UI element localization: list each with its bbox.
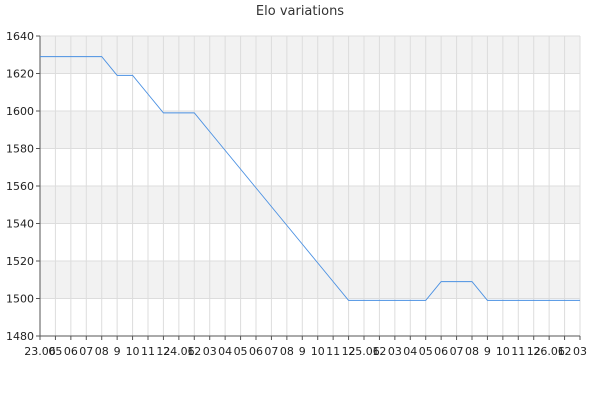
y-tick-label: 1500 xyxy=(6,293,34,306)
x-tick-label: 11 xyxy=(141,345,155,358)
x-tick-label: 06 xyxy=(64,345,78,358)
x-tick-label: 12 xyxy=(156,345,170,358)
x-tick-label: 08 xyxy=(465,345,479,358)
x-tick-label: 12 xyxy=(527,345,541,358)
x-tick-label: 05 xyxy=(234,345,248,358)
x-tick-label: 12 xyxy=(342,345,356,358)
x-tick-label: 04 xyxy=(403,345,417,358)
x-tick-label: 9 xyxy=(114,345,121,358)
y-tick-label: 1520 xyxy=(6,255,34,268)
y-tick-label: 1600 xyxy=(6,105,34,118)
grid-band xyxy=(40,186,580,224)
x-tick-label: 05 xyxy=(419,345,433,358)
x-tick-label: 26.06 xyxy=(533,345,565,358)
x-tick-label: 23.06 xyxy=(24,345,56,358)
x-tick-label: 06 xyxy=(434,345,448,358)
x-tick-label: 12 xyxy=(372,345,386,358)
x-tick-label: 9 xyxy=(484,345,491,358)
y-tick-label: 1580 xyxy=(6,143,34,156)
y-tick-label: 1540 xyxy=(6,218,34,231)
x-tick-label: 11 xyxy=(511,345,525,358)
x-tick-label: 07 xyxy=(264,345,278,358)
x-tick-label: 10 xyxy=(496,345,510,358)
y-tick-label: 1620 xyxy=(6,68,34,81)
x-tick-label: 08 xyxy=(280,345,294,358)
x-tick-label: 05 xyxy=(48,345,62,358)
x-tick-label: 12 xyxy=(187,345,201,358)
x-tick-label: 07 xyxy=(450,345,464,358)
x-tick-label: 12 xyxy=(558,345,572,358)
x-tick-label: 04 xyxy=(218,345,232,358)
y-tick-label: 1560 xyxy=(6,180,34,193)
x-tick-label: 24.06 xyxy=(163,345,195,358)
grid-band xyxy=(40,261,580,299)
chart-title: Elo variations xyxy=(255,4,345,19)
x-tick-label: 10 xyxy=(126,345,140,358)
x-tick-label: 9 xyxy=(299,345,306,358)
x-tick-label: 06 xyxy=(249,345,263,358)
elo-series-line xyxy=(40,56,580,301)
x-tick-label: 03 xyxy=(573,345,587,358)
grid-band xyxy=(40,36,580,74)
x-tick-label: 03 xyxy=(388,345,402,358)
y-tick-label: 1480 xyxy=(6,330,34,343)
x-tick-label: 08 xyxy=(95,345,109,358)
x-tick-label: 10 xyxy=(311,345,325,358)
x-tick-label: 11 xyxy=(326,345,340,358)
x-tick-label: 03 xyxy=(203,345,217,358)
y-tick-label: 1640 xyxy=(6,30,34,43)
x-tick-label: 25.06 xyxy=(348,345,380,358)
x-tick-label: 07 xyxy=(79,345,93,358)
grid-band xyxy=(40,111,580,149)
